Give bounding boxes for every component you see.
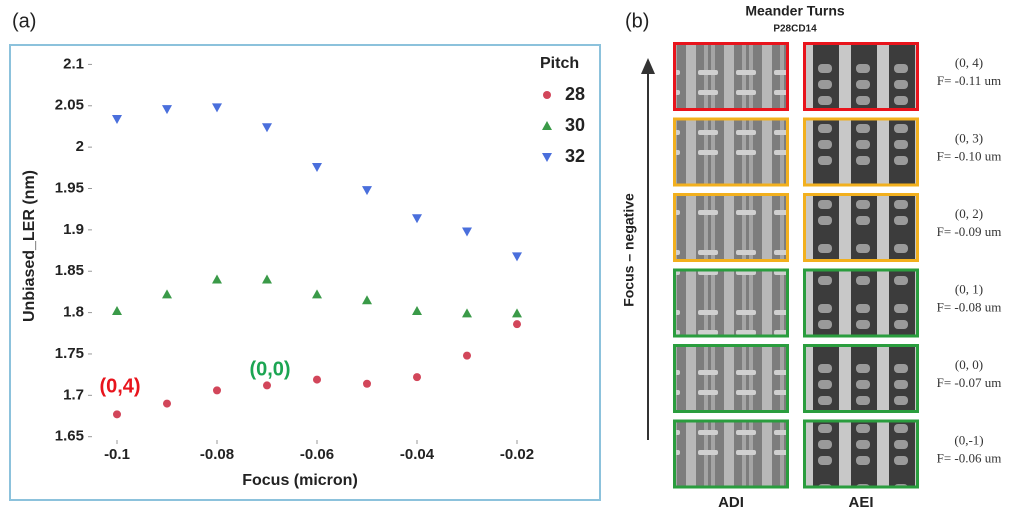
sem-image: [675, 195, 787, 260]
row-focus: F= -0.08 um: [937, 299, 1002, 314]
y-tick-label: 2: [76, 138, 84, 155]
point: [162, 289, 172, 298]
arrow-head: [641, 58, 655, 74]
sem-image: [675, 346, 787, 411]
sem-image: [675, 422, 787, 487]
point: [312, 163, 322, 172]
point: [362, 295, 372, 304]
row-label: (0,-1): [954, 432, 983, 447]
panel-frame: [10, 45, 600, 500]
y-axis-title: Unbiased_LER (nm): [21, 170, 38, 322]
legend-marker: [542, 121, 552, 130]
legend-marker: [542, 153, 552, 162]
row-label: (0, 4): [955, 55, 983, 70]
sem-image: [805, 120, 917, 185]
point: [313, 376, 321, 384]
point: [412, 306, 422, 315]
point: [212, 275, 222, 284]
x-tick-label: -0.08: [200, 446, 234, 463]
sem-image: [805, 422, 917, 487]
point: [262, 275, 272, 284]
point: [212, 103, 222, 112]
sem-image: [805, 195, 917, 260]
row-focus: F= -0.11 um: [937, 73, 1001, 88]
point: [112, 115, 122, 124]
point: [412, 214, 422, 223]
row-focus: F= -0.06 um: [937, 450, 1002, 465]
row-focus: F= -0.07 um: [937, 375, 1002, 390]
panel-label: (a): [12, 10, 36, 32]
point: [363, 380, 371, 388]
y-tick-label: 1.75: [55, 345, 84, 362]
row-label: (0, 2): [955, 206, 983, 221]
row-label: (0, 1): [955, 281, 983, 296]
y-tick-label: 1.9: [63, 221, 84, 238]
legend-title: Pitch: [540, 55, 579, 72]
sem-image: [675, 44, 787, 109]
annotation: (0,4): [99, 375, 140, 397]
legend-label: 30: [565, 115, 585, 135]
point: [513, 320, 521, 328]
column-label: ADI: [718, 494, 744, 511]
row-focus: F= -0.10 um: [937, 148, 1002, 163]
y-tick-label: 1.95: [55, 179, 84, 196]
point: [162, 105, 172, 114]
sem-image: [675, 271, 787, 336]
x-axis-title: Focus (micron): [242, 472, 358, 489]
point: [213, 386, 221, 394]
point: [462, 308, 472, 317]
point: [163, 400, 171, 408]
sem-image: [675, 120, 787, 185]
sem-image: [805, 346, 917, 411]
point: [112, 306, 122, 315]
x-tick-label: -0.04: [400, 446, 435, 463]
panel-subtitle: P28CD14: [773, 24, 817, 35]
row-label: (0, 0): [955, 357, 983, 372]
x-tick-label: -0.06: [300, 446, 334, 463]
point: [512, 308, 522, 317]
legend-marker: [543, 91, 551, 99]
point: [312, 289, 322, 298]
point: [463, 352, 471, 360]
y-tick-label: 1.8: [63, 304, 84, 321]
y-tick-label: 2.05: [55, 97, 84, 114]
y-tick-label: 1.85: [55, 262, 84, 279]
y-tick-label: 2.1: [63, 55, 84, 72]
panel-title: Meander Turns: [745, 3, 845, 19]
axis-label: Focus – negative: [621, 193, 637, 307]
point: [113, 410, 121, 418]
point: [263, 381, 271, 389]
y-tick-label: 1.7: [63, 386, 84, 403]
point: [462, 228, 472, 237]
sem-image: [805, 44, 917, 109]
point: [512, 252, 522, 261]
y-tick-label: 1.65: [55, 428, 84, 445]
column-label: AEI: [848, 494, 873, 511]
annotation: (0,0): [249, 358, 290, 380]
point: [413, 373, 421, 381]
legend-label: 32: [565, 146, 585, 166]
x-tick-label: -0.1: [104, 446, 130, 463]
legend-label: 28: [565, 84, 585, 104]
point: [362, 186, 372, 195]
point: [262, 123, 272, 132]
row-label: (0, 3): [955, 130, 983, 145]
figure: (a) Focus (micron) Unbiased_LER (nm) Pit…: [0, 0, 1013, 512]
row-focus: F= -0.09 um: [937, 224, 1002, 239]
panel-label: (b): [625, 10, 649, 32]
sem-image: [805, 271, 917, 336]
x-tick-label: -0.02: [500, 446, 534, 463]
